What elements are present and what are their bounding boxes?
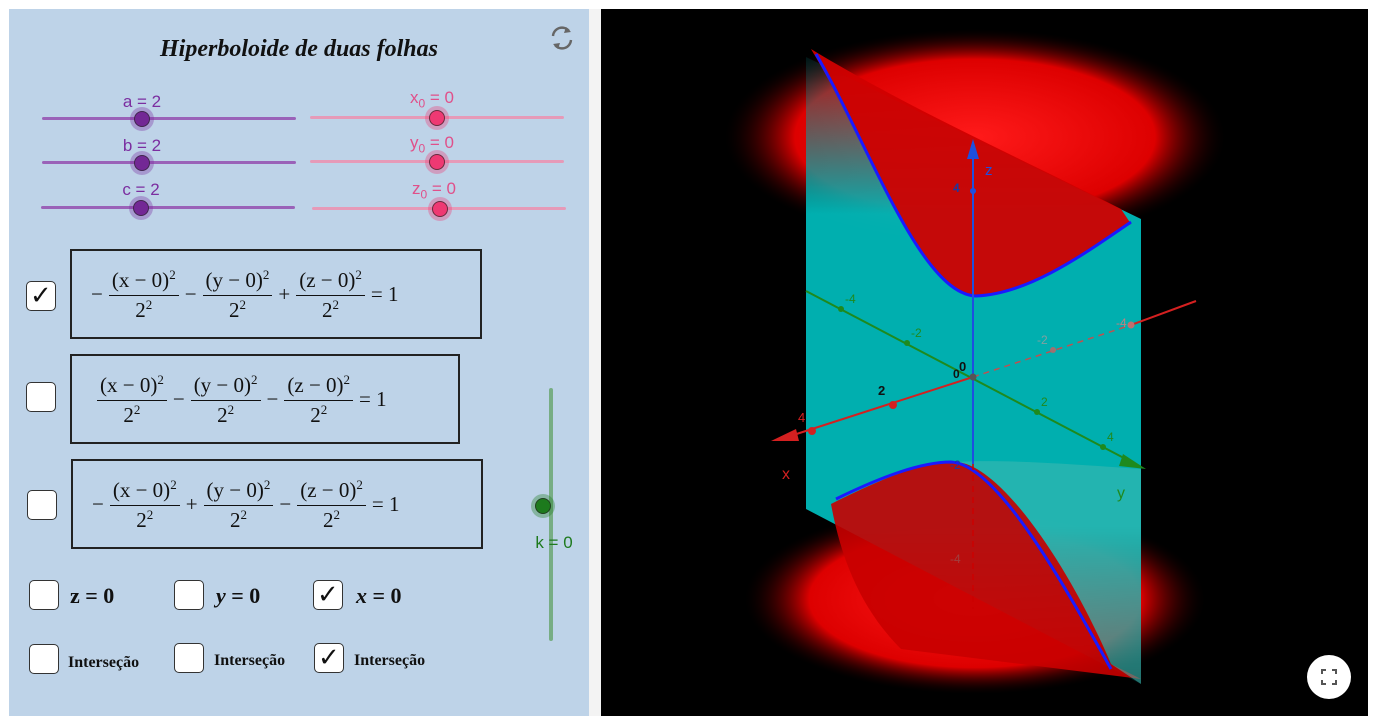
tick-y-4 bbox=[1100, 444, 1106, 450]
slider-c-label: c = 2 bbox=[122, 180, 160, 199]
slider-x0-knob[interactable] bbox=[425, 106, 449, 130]
x-axis-negative bbox=[972, 324, 1132, 378]
tick-label-z4: 4 bbox=[953, 181, 960, 195]
slider-k-knob[interactable] bbox=[531, 494, 555, 518]
tick-xn-2 bbox=[1050, 347, 1056, 353]
tick-xn-4 bbox=[1127, 321, 1135, 329]
tick-label-xn4: -4 bbox=[1116, 316, 1127, 330]
tick-label-xn2: -2 bbox=[1037, 333, 1048, 347]
plane-z-label: z = 0 bbox=[70, 583, 115, 608]
plane-x0-lower-overlay bbox=[956, 461, 1141, 684]
intersection-curve-top bbox=[814, 53, 1132, 298]
3d-scene[interactable]: z y x 4 -2 -4 2 4 0 0 -4 -2 2 4 -2 -4 bbox=[601, 9, 1368, 716]
panel-divider[interactable] bbox=[589, 9, 601, 716]
equation-2-checkbox[interactable] bbox=[26, 382, 56, 412]
tick-origin bbox=[969, 373, 977, 381]
tick-y-neg2 bbox=[904, 340, 910, 346]
plane-x-checkbox[interactable]: ✓ bbox=[313, 580, 343, 610]
tick-label-x2: 2 bbox=[878, 383, 885, 398]
tick-label-x4: 4 bbox=[798, 410, 805, 425]
slider-k-label: k = 0 bbox=[535, 533, 573, 552]
slider-c-knob[interactable] bbox=[129, 196, 153, 220]
slider-y0-label: y0 = 0 bbox=[409, 133, 455, 156]
slider-y0-knob[interactable] bbox=[425, 150, 449, 174]
x-axis-negative-outer bbox=[1130, 300, 1197, 326]
intersection-1-checkbox[interactable] bbox=[29, 644, 59, 674]
tick-label-origin2: 0 bbox=[953, 367, 960, 381]
page-title: Hiperboloide de duas folhas bbox=[159, 36, 438, 62]
plane-z-checkbox[interactable] bbox=[29, 580, 59, 610]
plane-y-checkbox[interactable] bbox=[174, 580, 204, 610]
intersection-2-checkbox[interactable] bbox=[174, 643, 204, 673]
tick-label-y-4: -4 bbox=[845, 292, 856, 306]
tick-label-z-2: -2 bbox=[950, 458, 961, 472]
hyperboloid-bottom-inner bbox=[831, 462, 1141, 679]
x-axis-arrow bbox=[771, 429, 799, 441]
z-axis-label: z bbox=[985, 162, 993, 179]
slider-z0-knob[interactable] bbox=[428, 197, 452, 221]
equation-1-box: − (x − 0)2 22 − (y − 0)2 22 + (z − 0)2 22 =… bbox=[70, 249, 482, 339]
tick-label-y2: 2 bbox=[1041, 395, 1048, 409]
graphics-3d-view[interactable]: z y x 4 -2 -4 2 4 0 0 -4 -2 2 4 -2 -4 bbox=[601, 9, 1368, 716]
tick-z-4 bbox=[970, 188, 976, 194]
check-icon: ✓ bbox=[317, 580, 339, 610]
intersection-3-checkbox[interactable]: ✓ bbox=[314, 643, 344, 673]
intersection-3-label: Interseção bbox=[354, 652, 426, 669]
tick-x-2 bbox=[889, 401, 897, 409]
tick-x-4 bbox=[808, 427, 816, 435]
fullscreen-icon bbox=[1321, 669, 1337, 685]
slider-x0-label: x0 = 0 bbox=[409, 88, 455, 111]
slider-c-track[interactable] bbox=[41, 206, 295, 209]
tick-label-z-4: -4 bbox=[950, 552, 961, 566]
equation-2-box: (x − 0)2 22 − (y − 0)2 22 − (z − 0)2 22 = 1 bbox=[70, 354, 460, 444]
equation-1-checkbox[interactable]: ✓ bbox=[26, 281, 56, 311]
slider-b-knob[interactable] bbox=[130, 151, 154, 175]
z-axis-arrow bbox=[967, 139, 979, 159]
equation-3-checkbox[interactable] bbox=[27, 490, 57, 520]
plane-x-label: x = 0 bbox=[356, 583, 402, 608]
plane-y-label: y = 0 bbox=[216, 583, 261, 608]
intersection-curve-bottom bbox=[835, 460, 1113, 670]
y-axis-label: y bbox=[1117, 485, 1125, 502]
slider-z0-label: z0 = 0 bbox=[411, 179, 457, 202]
tick-label-y-2: -2 bbox=[911, 326, 922, 340]
slider-b-track[interactable] bbox=[42, 161, 296, 164]
check-icon: ✓ bbox=[318, 643, 340, 673]
slider-a-label: a = 2 bbox=[122, 92, 162, 111]
hyperboloid-top-inner bbox=[811, 49, 1131, 296]
tick-label-y4: 4 bbox=[1107, 430, 1114, 444]
tick-y-2 bbox=[1034, 409, 1040, 415]
fullscreen-button[interactable] bbox=[1307, 655, 1351, 699]
check-icon: ✓ bbox=[30, 281, 52, 311]
y-axis-arrow bbox=[1119, 454, 1146, 469]
intersection-2-label: Interseção bbox=[214, 652, 286, 669]
equation-3-box: − (x − 0)2 22 + (y − 0)2 22 − (z − 0)2 22 =… bbox=[71, 459, 483, 549]
intersection-1-label: Interseção bbox=[68, 654, 140, 671]
slider-a-knob[interactable] bbox=[130, 107, 154, 131]
tick-label-origin: 0 bbox=[959, 359, 966, 374]
refresh-icon[interactable] bbox=[547, 23, 577, 53]
control-panel: Hiperboloide de duas folhas a = 2 b = 2 … bbox=[9, 9, 589, 716]
x-axis-label: x bbox=[782, 466, 790, 483]
slider-a-track[interactable] bbox=[42, 117, 296, 120]
slider-b-label: b = 2 bbox=[122, 136, 162, 155]
tick-y-neg4 bbox=[838, 306, 844, 312]
